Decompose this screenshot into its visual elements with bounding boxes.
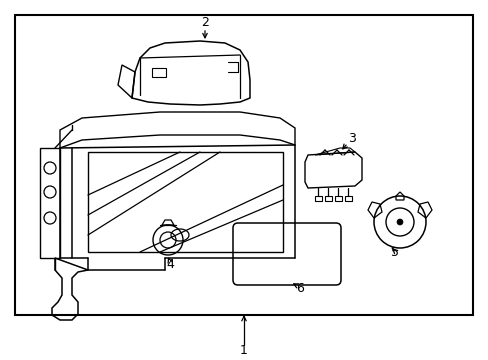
Bar [314,196,321,201]
Bar [325,196,331,201]
Bar [345,196,351,201]
Text: 6: 6 [295,282,304,294]
Bar [334,196,341,201]
Circle shape [396,219,402,225]
Text: 4: 4 [166,258,174,271]
Bar [15,15,472,315]
Text: 5: 5 [390,246,398,258]
Bar [88,152,283,252]
Text: 2: 2 [201,15,208,28]
Text: 1: 1 [240,343,247,356]
Text: 3: 3 [347,131,355,144]
Bar [152,68,165,77]
